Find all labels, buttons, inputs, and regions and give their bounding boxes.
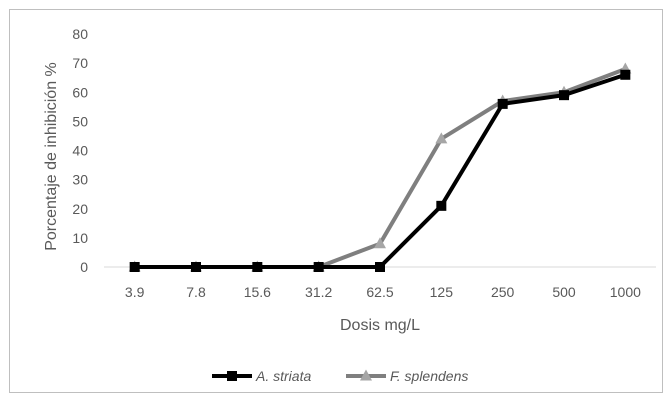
x-axis-title: Dosis mg/L: [340, 317, 420, 334]
data-point: [374, 237, 386, 249]
data-point: [620, 69, 631, 80]
y-axis-ticks: 0 10 20 30 40 50 60 70 80: [72, 26, 88, 275]
legend-swatch-marker: [227, 371, 237, 381]
legend: A. striata F. splendens: [212, 368, 468, 384]
x-tick-label: 31.2: [305, 284, 332, 300]
x-tick-label: 250: [491, 284, 515, 300]
x-tick-label: 62.5: [366, 284, 393, 300]
legend-label: A. striata: [255, 368, 311, 384]
chart-frame: [9, 9, 663, 393]
y-tick-label: 80: [72, 26, 88, 42]
y-tick-label: 50: [72, 113, 88, 129]
x-tick-label: 3.9: [125, 284, 145, 300]
x-tick-label: 125: [430, 284, 454, 300]
x-tick-label: 1000: [610, 284, 641, 300]
legend-swatch-marker: [360, 369, 372, 381]
legend-item: F. splendens: [346, 368, 468, 384]
y-tick-label: 20: [72, 201, 88, 217]
y-tick-label: 0: [80, 259, 88, 275]
series-a-striata: [129, 69, 631, 272]
data-point: [252, 262, 263, 272]
data-point: [313, 262, 324, 272]
y-tick-label: 10: [72, 230, 88, 246]
data-point: [435, 132, 448, 144]
y-tick-label: 60: [72, 84, 88, 100]
x-tick-label: 7.8: [186, 284, 206, 300]
legend-label: F. splendens: [390, 368, 468, 384]
data-point: [436, 200, 447, 211]
y-axis-title: Porcentaje de inhibición %: [43, 62, 60, 251]
legend-item: A. striata: [212, 368, 311, 384]
data-point: [191, 262, 201, 272]
x-tick-label: 15.6: [244, 284, 271, 300]
y-tick-label: 30: [72, 172, 88, 188]
data-point: [559, 90, 569, 101]
data-point: [375, 262, 385, 272]
x-axis-ticks: 3.9 7.8 15.6 31.2 62.5 125 250 500 1000: [125, 284, 641, 300]
series-f-splendens: [128, 62, 632, 272]
y-tick-label: 70: [72, 55, 88, 71]
data-point: [129, 262, 140, 272]
y-tick-label: 40: [72, 143, 88, 159]
series-layer: [128, 62, 632, 272]
data-point: [497, 98, 508, 109]
x-tick-label: 500: [552, 284, 576, 300]
